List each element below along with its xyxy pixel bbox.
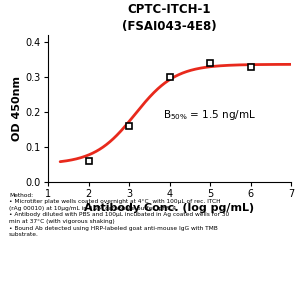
Y-axis label: OD 450nm: OD 450nm (11, 76, 22, 141)
X-axis label: Antibody Conc. (log pg/mL): Antibody Conc. (log pg/mL) (84, 203, 255, 213)
Title: CPTC-ITCH-1
(FSAI043-4E8): CPTC-ITCH-1 (FSAI043-4E8) (122, 3, 217, 33)
Text: Method:
• Microtiter plate wells coated overnight at 4°C  with 100μL of rec. ITC: Method: • Microtiter plate wells coated … (9, 193, 229, 237)
Text: B$_{50\%}$ = 1.5 ng/mL: B$_{50\%}$ = 1.5 ng/mL (164, 108, 256, 121)
